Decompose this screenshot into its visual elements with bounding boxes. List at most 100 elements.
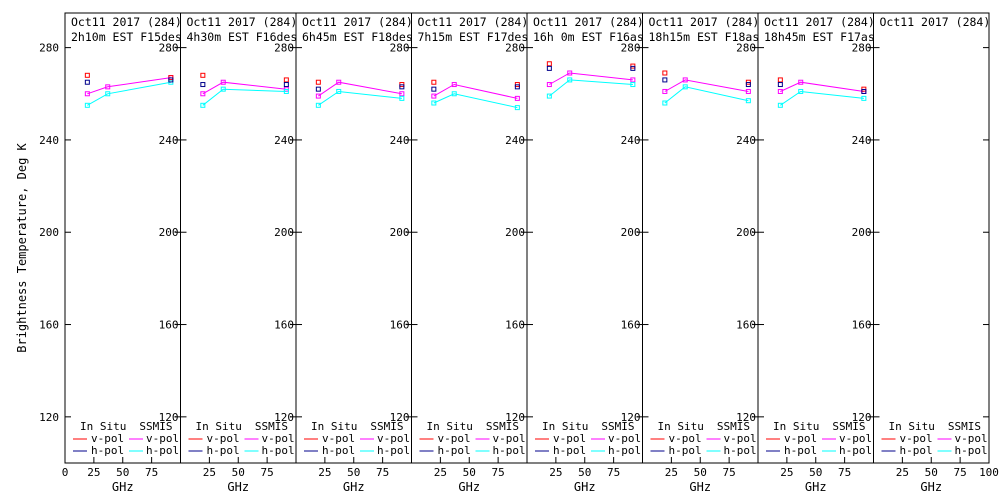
- y-tick-label: 120: [736, 411, 756, 424]
- insitu_v-point: [431, 79, 437, 85]
- y-tick-label: 120: [390, 411, 410, 424]
- y-tick-label: 240: [621, 134, 641, 147]
- legend-insitu-hpol-label: h-pol: [438, 444, 471, 457]
- insitu_h-point: [84, 79, 90, 85]
- x-tick-label: 75: [261, 466, 274, 479]
- y-tick-label: 200: [274, 226, 294, 239]
- y-tick-label-outer: 200: [39, 226, 59, 239]
- ssmis_h-line: [664, 86, 749, 104]
- legend-insitu-title: In Situ: [80, 420, 126, 433]
- y-tick-label: 120: [159, 411, 179, 424]
- legend-insitu-title: In Situ: [542, 420, 588, 433]
- panel-7: Oct11 2017 (284)18h45m EST F17asc 120 160 2…: [736, 12, 882, 494]
- x-tick-label: 50: [578, 466, 591, 479]
- ssmis_v-line: [780, 81, 864, 92]
- ssmis_h-point: [336, 88, 342, 94]
- x-tick-label: 50: [347, 466, 360, 479]
- y-tick-label: 160: [852, 319, 872, 332]
- y-tick-label: 120: [274, 411, 294, 424]
- insitu_h-point: [514, 84, 520, 90]
- x-axis-label: GHz: [112, 480, 134, 494]
- x-tick-label: 75: [376, 466, 389, 479]
- ssmis_v-point: [514, 95, 520, 101]
- insitu_h-point: [431, 86, 437, 92]
- x-axis-label: GHz: [805, 480, 827, 494]
- ssmis_h-point: [861, 95, 867, 101]
- x-tick-label: 75: [607, 466, 620, 479]
- panel-title-line1: Oct11 2017 (284): [533, 15, 644, 29]
- legend-ssmis-vpol-label: v-pol: [955, 432, 988, 445]
- legend-insitu-hpol-label: h-pol: [553, 444, 586, 457]
- panel-title-line1: Oct11 2017 (284): [649, 15, 760, 29]
- ssmis_v-point: [777, 88, 783, 94]
- ssmis_h-point: [567, 77, 573, 83]
- y-tick-label: 160: [736, 319, 756, 332]
- ssmis_v-point: [105, 84, 111, 90]
- legend-ssmis-title: SSMIS: [948, 420, 981, 433]
- y-tick-label: 160: [505, 319, 525, 332]
- ssmis_v-line: [87, 77, 171, 95]
- legend-insitu-title: In Situ: [889, 420, 935, 433]
- ssmis_v-point: [745, 88, 751, 94]
- panel-2: Oct11 2017 (284)4h30m EST F16des 120 160 20…: [159, 12, 298, 494]
- legend-insitu-vpol-label: v-pol: [207, 432, 240, 445]
- ssmis_v-point: [567, 70, 573, 76]
- insitu_v-point: [662, 70, 668, 76]
- ssmis_v-point: [662, 88, 668, 94]
- ssmis_h-point: [315, 102, 321, 108]
- y-tick-label: 200: [736, 226, 756, 239]
- legend-insitu-hpol-label: h-pol: [669, 444, 702, 457]
- panel-title-group: Oct11 2017 (284)18h45m EST F17asc: [764, 15, 882, 44]
- ssmis_v-line: [433, 83, 518, 99]
- x-tick-label: 0: [62, 466, 69, 479]
- legend-insitu-vpol-label: v-pol: [91, 432, 124, 445]
- y-tick-label: 280: [621, 42, 641, 55]
- y-tick-label: 200: [505, 226, 525, 239]
- x-axis-label: GHz: [689, 480, 711, 494]
- x-tick-label: 50: [116, 466, 129, 479]
- panel-title-line2: 6h45m EST F18des: [302, 30, 413, 44]
- ssmis_h-point: [431, 100, 437, 106]
- y-tick-label: 240: [274, 134, 294, 147]
- y-tick-label: 280: [852, 42, 872, 55]
- panel-title-line2: 4h30m EST F16des: [187, 30, 298, 44]
- ssmis_h-point: [546, 93, 552, 99]
- x-tick-label: 75: [492, 466, 505, 479]
- x-tick-label: 25: [434, 466, 447, 479]
- legend-insitu-hpol-label: h-pol: [91, 444, 124, 457]
- legend-insitu-vpol-label: v-pol: [784, 432, 817, 445]
- panel-title-line2: 18h45m EST F17asc: [764, 30, 882, 44]
- y-tick-label: 200: [159, 226, 179, 239]
- ssmis_h-line: [780, 90, 864, 106]
- insitu_h-point: [399, 84, 405, 90]
- panel-4: Oct11 2017 (284)7h15m EST F17des 120 160 20…: [390, 12, 529, 494]
- y-tick-label: 240: [852, 134, 872, 147]
- x-axis-label: GHz: [343, 480, 365, 494]
- insitu_h-point: [200, 82, 206, 88]
- ssmis_v-point: [451, 82, 457, 88]
- ssmis_h-line: [433, 93, 518, 109]
- insitu_h-point: [546, 65, 552, 71]
- x-axis-label: GHz: [227, 480, 249, 494]
- panel-3: Oct11 2017 (284)6h45m EST F18des 120 160 20…: [274, 12, 413, 494]
- ssmis_h-line: [548, 79, 633, 97]
- ssmis_h-line: [318, 90, 402, 106]
- panel-title-line1: Oct11 2017 (284): [418, 15, 529, 29]
- y-tick-label: 240: [736, 134, 756, 147]
- ssmis_h-point: [777, 102, 783, 108]
- legend-ssmis-hpol-label: h-pol: [377, 444, 410, 457]
- ssmis_h-point: [399, 95, 405, 101]
- legend-ssmis-hpol-label: h-pol: [839, 444, 872, 457]
- ssmis_v-line: [664, 79, 749, 92]
- legend-insitu-vpol-label: v-pol: [669, 432, 702, 445]
- y-tick-label: 160: [390, 319, 410, 332]
- legend-insitu-hpol-label: h-pol: [207, 444, 240, 457]
- ssmis_v-line: [549, 72, 633, 85]
- y-tick-label: 160: [274, 319, 294, 332]
- insitu_v-point: [546, 61, 552, 67]
- ssmis_v-line: [202, 81, 287, 95]
- insitu_h-point: [662, 77, 668, 83]
- panel-title-group: Oct11 2017 (284)4h30m EST F16des: [187, 15, 298, 44]
- y-tick-label: 120: [505, 411, 525, 424]
- insitu_h-point: [745, 82, 751, 88]
